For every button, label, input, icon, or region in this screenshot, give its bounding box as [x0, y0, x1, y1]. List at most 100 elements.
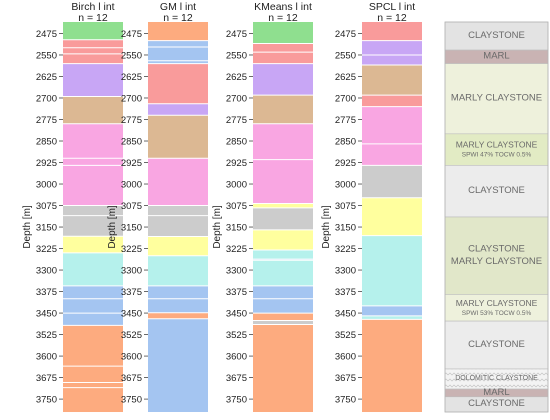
y-tick-label: 3225 [226, 244, 247, 255]
y-tick-label: 3075 [36, 201, 57, 212]
cluster-segment [63, 205, 123, 216]
y-tick-label: 2700 [36, 93, 57, 104]
cluster-segment [253, 123, 313, 160]
y-tick-label: 2700 [121, 93, 142, 104]
cluster-segment [63, 236, 123, 253]
y-tick-label: 2700 [335, 93, 356, 104]
y-tick-label: 2550 [121, 50, 142, 61]
cluster-segment [253, 95, 313, 124]
y-tick-label: 3300 [335, 266, 356, 277]
cluster-segment [148, 236, 208, 256]
y-tick-label: 3225 [121, 244, 142, 255]
cluster-segment [362, 235, 422, 306]
y-tick-label: 3750 [226, 395, 247, 406]
cluster-segment [63, 158, 123, 166]
y-tick-label: 2475 [36, 29, 57, 40]
y-tick-label: 3000 [226, 180, 247, 191]
cluster-segment [63, 165, 123, 206]
y-tick-label: 2925 [121, 158, 142, 169]
cluster-segment [63, 96, 123, 124]
cluster-segment [63, 252, 123, 286]
lithology-label: CLAYSTONE MARLY CLAYSTONE [451, 243, 542, 266]
cluster-segment [148, 285, 208, 299]
column-title: Birch l int [71, 1, 114, 13]
y-tick-label: 3300 [36, 266, 57, 277]
cluster-segment [148, 312, 208, 319]
lithology-unit [444, 320, 549, 370]
y-tick-label: 2625 [36, 72, 57, 83]
y-tick-label: 3750 [36, 395, 57, 406]
cluster-segment [148, 115, 208, 159]
cluster-segment [253, 313, 313, 321]
cluster-segment [362, 40, 422, 55]
y-tick-label: 3000 [36, 180, 57, 191]
y-tick-label: 2850 [226, 137, 247, 148]
y-axis-label: Depth [m] [22, 205, 33, 249]
cluster-segment [63, 123, 123, 159]
cluster-segment [148, 215, 208, 237]
cluster-segment [362, 22, 422, 41]
cluster-segment [253, 63, 313, 96]
cluster-segment [148, 298, 208, 313]
cluster-segment [148, 40, 208, 47]
y-axis-label: Depth [m] [107, 205, 118, 249]
cluster-segment [148, 158, 208, 206]
cluster-segment [63, 313, 123, 326]
y-tick-label: 2625 [226, 72, 247, 83]
y-tick-label: 3675 [36, 373, 57, 384]
cluster-segment [148, 205, 208, 216]
y-tick-label: 3150 [121, 223, 142, 234]
y-tick-label: 3525 [121, 330, 142, 341]
cluster-segment [63, 39, 123, 48]
column-sample-count: n = 12 [377, 12, 407, 24]
cluster-segment [63, 47, 123, 54]
column-sample-count: n = 12 [163, 12, 193, 24]
y-tick-label: 2550 [36, 50, 57, 61]
y-tick-label: 3375 [36, 287, 57, 298]
lithology-label: MARLY CLAYSTONE [456, 140, 538, 150]
y-tick-label: 3075 [226, 201, 247, 212]
lithology-label: MARLY CLAYSTONE [456, 298, 538, 308]
cluster-segment [63, 215, 123, 237]
lithology-frame [444, 21, 549, 413]
cluster-segment [253, 22, 313, 44]
y-tick-label: 3075 [335, 201, 356, 212]
y-tick-label: 3225 [335, 244, 356, 255]
y-tick-label: 3375 [121, 287, 142, 298]
y-tick-label: 2625 [335, 72, 356, 83]
cluster-segment [148, 63, 208, 104]
cluster-segment [362, 106, 422, 144]
cluster-segment [253, 203, 313, 208]
y-tick-label: 3150 [36, 223, 57, 234]
cluster-segment [362, 143, 422, 166]
y-tick-label: 3525 [226, 330, 247, 341]
y-tick-label: 3075 [121, 201, 142, 212]
y-tick-label: 2775 [36, 115, 57, 126]
column-sample-count: n = 12 [78, 12, 108, 24]
y-tick-label: 3375 [335, 287, 356, 298]
y-tick-label: 2925 [36, 158, 57, 169]
cluster-segment [253, 249, 313, 260]
lithology-sublabel: SPWI 53% TOCW 0.5% [462, 310, 532, 317]
cluster-segment [63, 285, 123, 299]
lithology-unit [444, 63, 549, 135]
cluster-segment [362, 95, 422, 107]
y-tick-label: 3000 [121, 180, 142, 191]
cluster-segment [148, 60, 208, 64]
y-tick-label: 2850 [36, 137, 57, 148]
y-tick-label: 3600 [121, 352, 142, 363]
y-tick-label: 3750 [335, 395, 356, 406]
y-axis-label: Depth [m] [212, 205, 223, 249]
y-tick-label: 2550 [335, 50, 356, 61]
cluster-segment [362, 165, 422, 198]
cluster-segment [63, 22, 123, 40]
lithology-label: CLAYSTONE [468, 339, 525, 350]
y-tick-label: 2850 [335, 137, 356, 148]
y-axis-label: Depth [m] [321, 205, 332, 249]
cluster-segment [362, 54, 422, 66]
cluster-segment [253, 159, 313, 204]
